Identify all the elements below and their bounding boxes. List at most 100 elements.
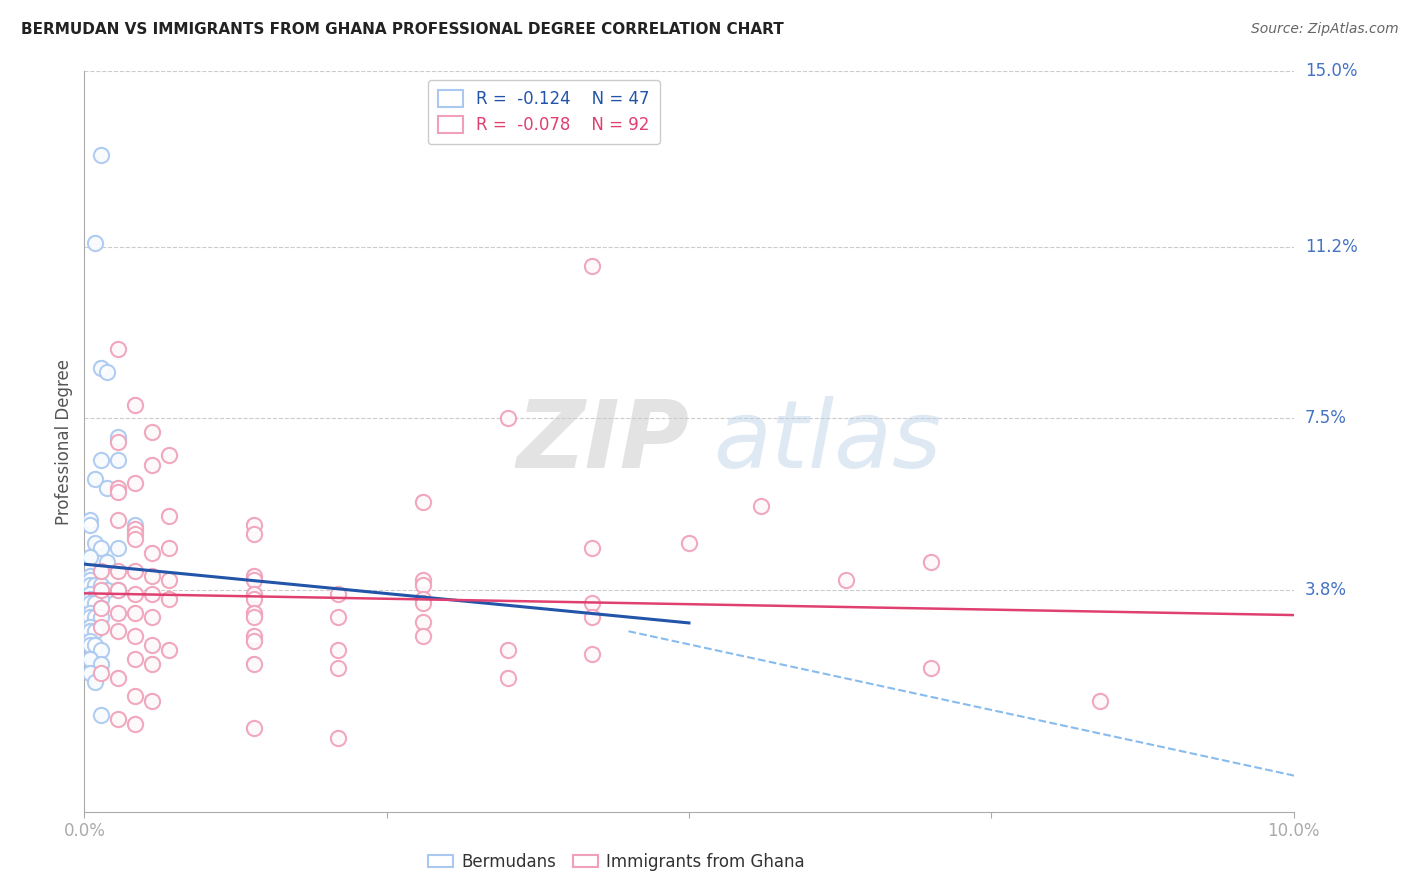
Point <box>79 624 101 639</box>
Point <box>141 638 163 652</box>
Point <box>242 606 264 620</box>
Point <box>124 476 146 491</box>
Point <box>79 550 101 565</box>
Point <box>157 642 180 657</box>
Point <box>581 648 603 662</box>
Point <box>751 500 773 514</box>
Point <box>90 582 112 597</box>
Point <box>157 508 180 523</box>
Point <box>90 610 112 624</box>
Point <box>242 587 264 601</box>
Point <box>96 555 118 569</box>
Point <box>84 536 107 550</box>
Point <box>496 642 519 657</box>
Point <box>107 564 129 578</box>
Point <box>84 235 107 250</box>
Point <box>79 574 101 588</box>
Point <box>157 574 180 588</box>
Point <box>242 657 264 671</box>
Point <box>242 610 264 624</box>
Point <box>107 624 129 639</box>
Point <box>79 619 101 633</box>
Point <box>242 629 264 643</box>
Point <box>412 591 434 606</box>
Point <box>141 425 163 440</box>
Point <box>90 601 112 615</box>
Point <box>242 587 264 601</box>
Point <box>124 716 146 731</box>
Point <box>79 578 101 592</box>
Point <box>124 527 146 541</box>
Point <box>96 481 118 495</box>
Point <box>157 591 180 606</box>
Point <box>84 235 107 250</box>
Point <box>84 536 107 550</box>
Point <box>242 574 264 588</box>
Point <box>328 642 350 657</box>
Y-axis label: Professional Degree: Professional Degree <box>55 359 73 524</box>
Point <box>90 619 112 633</box>
Text: 7.5%: 7.5% <box>1305 409 1347 427</box>
Point <box>90 707 112 722</box>
Point <box>107 671 129 685</box>
Point <box>242 568 264 582</box>
Point <box>242 517 264 532</box>
Point <box>157 508 180 523</box>
Point <box>90 564 112 578</box>
Point <box>84 578 107 592</box>
Point <box>124 689 146 703</box>
Point <box>84 638 107 652</box>
Point <box>84 591 107 606</box>
Point <box>84 675 107 690</box>
Point <box>107 453 129 467</box>
Point <box>90 657 112 671</box>
Point <box>90 564 112 578</box>
Point <box>412 629 434 643</box>
Point <box>141 657 163 671</box>
Point <box>90 591 112 606</box>
Point <box>79 610 101 624</box>
Point <box>107 582 129 597</box>
Point <box>84 624 107 639</box>
Point <box>90 665 112 680</box>
Point <box>124 532 146 546</box>
Point <box>107 582 129 597</box>
Point <box>84 471 107 485</box>
Point <box>84 675 107 690</box>
Point <box>157 541 180 555</box>
Point <box>79 652 101 666</box>
Point <box>124 606 146 620</box>
Point <box>157 591 180 606</box>
Point <box>581 610 603 624</box>
Point <box>79 578 101 592</box>
Point <box>90 582 112 597</box>
Point <box>90 453 112 467</box>
Point <box>107 453 129 467</box>
Point <box>79 587 101 601</box>
Point <box>412 494 434 508</box>
Point <box>124 398 146 412</box>
Point <box>124 532 146 546</box>
Point <box>581 648 603 662</box>
Point <box>328 731 350 745</box>
Point <box>107 582 129 597</box>
Text: ZIP: ZIP <box>516 395 689 488</box>
Point <box>242 527 264 541</box>
Point <box>90 578 112 592</box>
Point <box>242 591 264 606</box>
Point <box>107 485 129 500</box>
Point <box>79 591 101 606</box>
Point <box>141 694 163 708</box>
Point <box>242 722 264 736</box>
Point <box>124 587 146 601</box>
Point <box>90 642 112 657</box>
Point <box>90 541 112 555</box>
Point <box>107 712 129 726</box>
Point <box>141 568 163 582</box>
Point <box>157 541 180 555</box>
Point <box>79 633 101 648</box>
Point <box>79 606 101 620</box>
Point <box>79 513 101 527</box>
Point <box>920 661 942 675</box>
Point <box>141 610 163 624</box>
